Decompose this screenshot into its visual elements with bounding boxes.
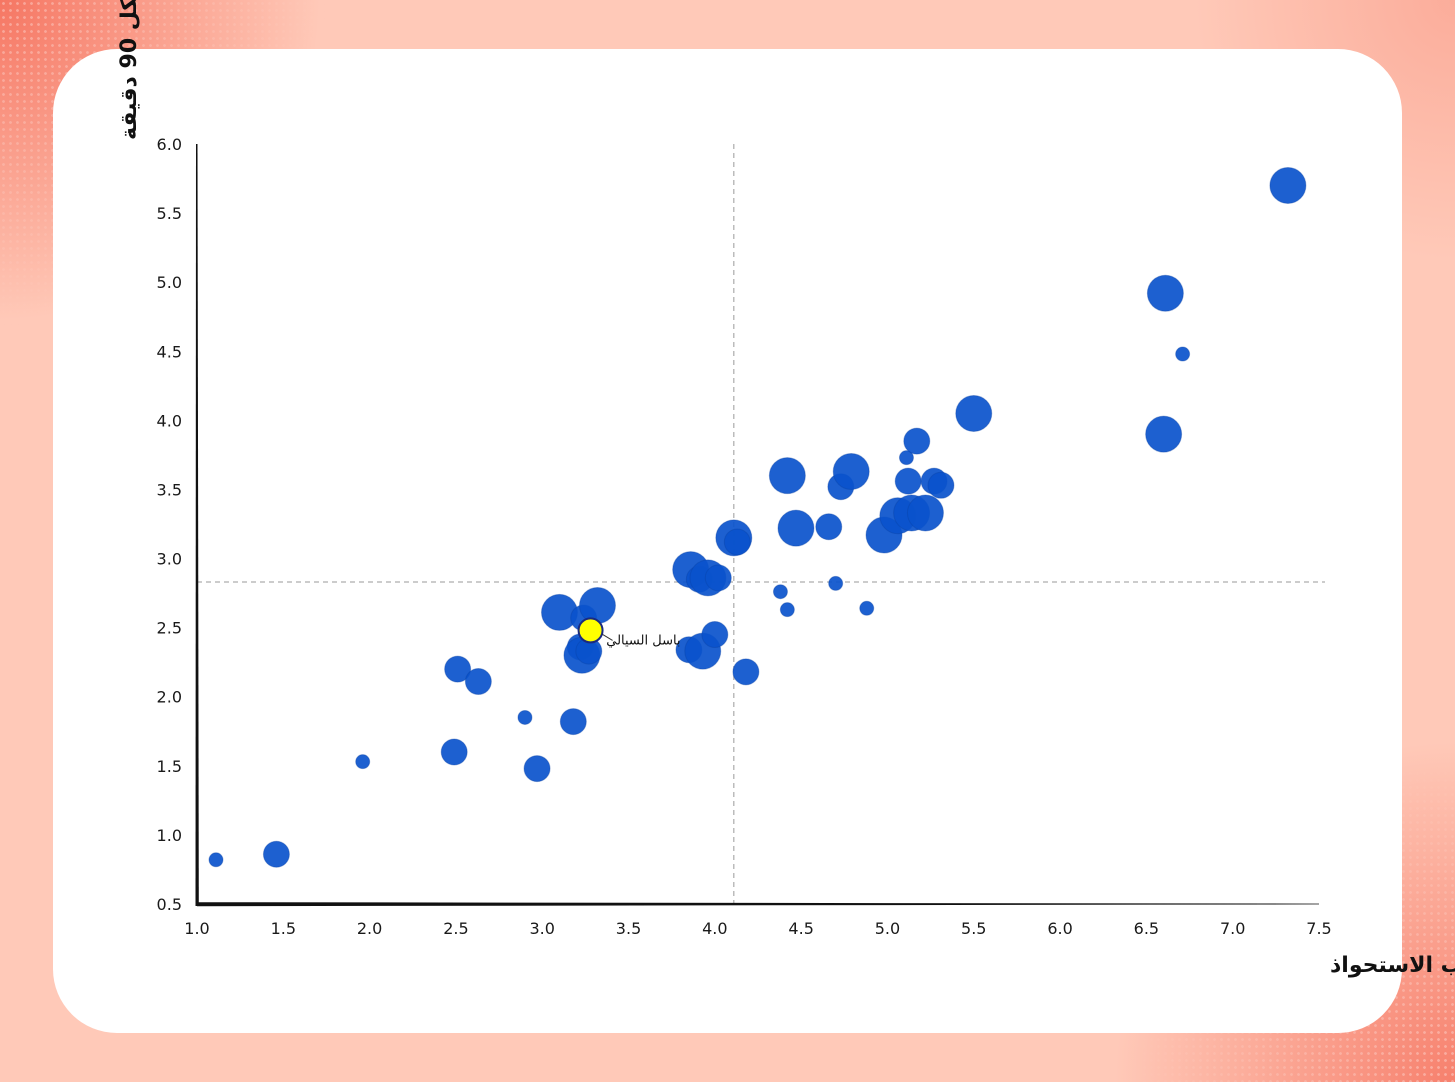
x-tick-label: 7.0: [1220, 919, 1245, 938]
scatter-point[interactable]: [208, 852, 224, 868]
x-tick-label: 3.5: [616, 919, 641, 938]
scatter-point[interactable]: [828, 575, 844, 591]
scatter-point[interactable]: [898, 450, 914, 466]
highlight-point[interactable]: [577, 617, 604, 644]
y-axis-line: [195, 144, 199, 906]
x-tick-label: 5.0: [875, 919, 900, 938]
scatter-point[interactable]: [517, 709, 533, 725]
y-tick-label: 3.5: [157, 480, 182, 499]
scatter-point[interactable]: [559, 708, 587, 736]
scatter-point[interactable]: [444, 655, 472, 683]
scatter-point[interactable]: [1175, 346, 1191, 362]
data-points: [208, 166, 1307, 868]
scatter-point[interactable]: [464, 668, 492, 696]
axes: [195, 144, 1319, 907]
scatter-point[interactable]: [768, 457, 806, 495]
x-tick-label: 1.5: [271, 919, 296, 938]
x-tick-label: 7.5: [1306, 919, 1331, 938]
highlight-point-label: باسل السيالي: [606, 633, 680, 648]
y-tick-label: 2.0: [157, 688, 182, 707]
scatter-point[interactable]: [815, 513, 843, 541]
y-tick-label: 0.5: [157, 895, 182, 914]
y-tick-label: 6.0: [157, 135, 182, 154]
y-tick-label: 1.0: [157, 826, 182, 845]
scatter-point[interactable]: [777, 509, 815, 547]
reference-lines: [197, 144, 1325, 904]
x-axis-title: الاعتراضات المعدلة حسب الاستحواذ: [1330, 953, 1455, 978]
highlight-leader-line: [602, 633, 613, 641]
scatter-point[interactable]: [1145, 415, 1183, 453]
x-tick-label: 5.5: [961, 919, 986, 938]
scatter-point[interactable]: [772, 584, 788, 600]
scatter-point[interactable]: [262, 840, 290, 868]
y-tick-label: 4.0: [157, 411, 182, 430]
y-axis-title: الاعتراضات لكل 90 دقيقة: [117, 0, 142, 140]
x-tick-label: 2.5: [443, 919, 468, 938]
y-tick-label: 4.5: [157, 342, 182, 361]
x-tick-label: 6.5: [1134, 919, 1159, 938]
x-tick-label: 4.5: [788, 919, 813, 938]
x-tick-label: 2.0: [357, 919, 382, 938]
scatter-point[interactable]: [1146, 274, 1184, 312]
scatter-point[interactable]: [701, 621, 729, 649]
x-tick-label: 1.0: [184, 919, 209, 938]
scatter-point[interactable]: [859, 600, 875, 616]
y-tick-label: 1.5: [157, 757, 182, 776]
scatter-point[interactable]: [523, 755, 551, 783]
x-tick-label: 4.0: [702, 919, 727, 938]
scatter-point[interactable]: [723, 528, 751, 556]
y-tick-label: 2.5: [157, 619, 182, 638]
scatter-point[interactable]: [894, 467, 922, 495]
x-tick-label: 3.0: [530, 919, 555, 938]
scatter-point[interactable]: [704, 564, 732, 592]
scatter-point[interactable]: [779, 602, 795, 618]
scatter-point[interactable]: [1269, 166, 1307, 204]
y-tick-labels: 0.5 1.0 1.5 2.0 2.5 3.0 3.5 4.0 4.5 5.0 5.5 6.0: [157, 135, 182, 914]
y-tick-label: 5.5: [157, 204, 182, 223]
scatter-point[interactable]: [440, 738, 468, 766]
scatter-point[interactable]: [355, 754, 371, 770]
scatter-point[interactable]: [732, 658, 760, 686]
scatter-point[interactable]: [578, 587, 616, 625]
y-tick-label: 3.0: [157, 550, 182, 569]
scatter-point[interactable]: [832, 452, 870, 490]
x-tick-label: 6.0: [1047, 919, 1072, 938]
scatter-point[interactable]: [955, 394, 993, 432]
scatter-point[interactable]: [903, 427, 931, 455]
scatter-point[interactable]: [906, 494, 944, 532]
x-axis-line: [197, 902, 1319, 907]
scatter-point[interactable]: [927, 471, 955, 499]
x-tick-labels: 1.0 1.5 2.0 2.5 3.0 3.5 4.0 4.5 5.0 5.5 6.0 6.5 7.0 7…: [184, 919, 1331, 938]
y-tick-label: 5.0: [157, 273, 182, 292]
highlight-group: باسل السيالي: [577, 617, 681, 648]
